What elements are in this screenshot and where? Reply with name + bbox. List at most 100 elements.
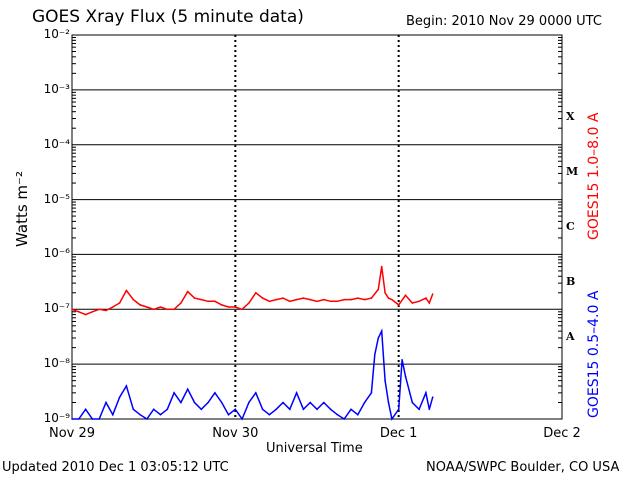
data-point [125, 385, 128, 387]
x-tick-label: Nov 29 [48, 426, 96, 441]
data-point [71, 418, 73, 420]
y-tick-label: 10⁻⁴ [43, 136, 70, 151]
data-point [350, 408, 352, 411]
data-point [180, 302, 182, 304]
data-point [418, 408, 420, 411]
data-point [139, 304, 141, 306]
data-point [380, 330, 383, 332]
series-label-1: GOES15 1.0–8.0 A [586, 112, 602, 240]
data-point [431, 396, 434, 399]
y-tick-label: 10⁻² [43, 27, 70, 41]
data-point [255, 392, 257, 394]
data-point [377, 288, 380, 291]
data-point [336, 300, 339, 303]
data-point [323, 401, 325, 404]
data-point [397, 304, 400, 306]
data-point [207, 401, 209, 404]
data-point [302, 297, 305, 299]
data-point [282, 297, 284, 299]
data-point [289, 300, 291, 303]
data-point [357, 297, 359, 299]
credit-line: NOAA/SWPC Boulder, CO USA [426, 460, 620, 475]
data-point [84, 408, 87, 411]
begin-time: Begin: 2010 Nov 29 0000 UTC [406, 14, 602, 29]
y-tick-label: 10⁻⁹ [43, 411, 70, 425]
data-point [159, 306, 162, 308]
data-point [98, 418, 100, 420]
data-point [261, 297, 264, 299]
data-point [418, 300, 420, 303]
x-tick-label: Nov 30 [212, 426, 259, 441]
y-tick-label: 10⁻⁷ [43, 301, 70, 316]
data-point [268, 300, 271, 303]
data-point [207, 300, 209, 303]
data-point [71, 308, 73, 311]
data-point [78, 418, 80, 420]
data-point [98, 308, 100, 311]
data-point [227, 306, 230, 308]
data-point [112, 306, 114, 308]
data-point [411, 302, 414, 304]
y-tick-labels: 10⁻⁹ 10⁻⁸ 10⁻⁷ 10⁻⁶ 10⁻⁵ 10⁻⁴ 10⁻³ 10⁻² [0, 0, 70, 480]
data-point [391, 418, 393, 420]
data-point [370, 392, 373, 394]
data-point [234, 408, 237, 411]
data-point [387, 297, 390, 299]
y-tick-label: 10⁻⁵ [43, 191, 70, 206]
data-point [295, 298, 298, 301]
data-point [139, 413, 141, 416]
data-point [302, 408, 305, 411]
data-point [132, 408, 135, 411]
data-point [214, 300, 216, 303]
data-point [166, 308, 169, 311]
series-label-2: GOES15 0.5–4.0 A [586, 290, 602, 418]
x-tick-label: Dec 1 [379, 426, 418, 441]
data-point [431, 293, 434, 295]
y-tick-label: 10⁻⁶ [43, 246, 70, 261]
data-point [309, 401, 312, 404]
data-point [323, 298, 325, 301]
data-point [180, 401, 182, 404]
data-point [380, 265, 383, 268]
data-point [336, 413, 339, 416]
flare-class-x: X [566, 110, 575, 124]
data-point [363, 298, 366, 301]
data-point [200, 298, 203, 301]
data-point [343, 418, 346, 420]
data-point [234, 306, 237, 308]
data-point [105, 309, 107, 312]
data-point [261, 408, 264, 411]
data-point [200, 408, 203, 411]
data-point [214, 392, 216, 394]
data-point [370, 297, 373, 299]
data-point [112, 413, 114, 416]
data-point [248, 302, 250, 304]
data-point [220, 401, 223, 404]
data-point [411, 401, 414, 404]
data-point [146, 418, 148, 420]
data-point [309, 298, 312, 301]
data-point [401, 359, 403, 361]
data-point [357, 413, 359, 416]
data-point [425, 392, 427, 394]
flare-class-b: B [566, 274, 576, 288]
data-point [78, 311, 80, 313]
data-point [173, 392, 175, 394]
data-point [282, 401, 284, 404]
data-point [186, 290, 189, 293]
data-point [289, 408, 291, 411]
data-point [118, 302, 121, 304]
chart-title: GOES Xray Flux (5 minute data) [32, 7, 304, 27]
data-point [193, 401, 196, 404]
data-point [166, 408, 169, 411]
data-point [105, 401, 107, 404]
series-line-2 [72, 328, 434, 421]
data-point [363, 401, 366, 404]
data-point [329, 300, 332, 303]
data-point [316, 408, 318, 411]
data-point [384, 379, 386, 382]
data-point [125, 289, 128, 292]
data-point [220, 304, 223, 306]
